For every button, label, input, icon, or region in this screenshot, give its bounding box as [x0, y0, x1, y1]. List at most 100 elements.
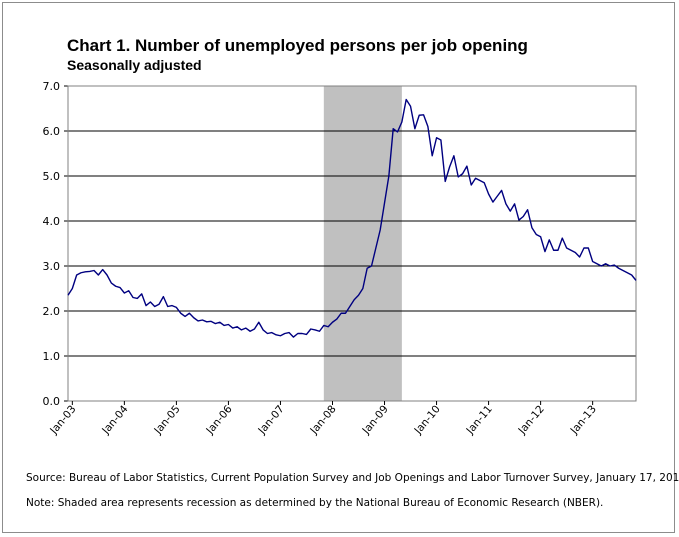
data-point [175, 306, 178, 309]
data-point [565, 247, 568, 250]
data-point [409, 105, 412, 108]
data-point [140, 292, 143, 295]
data-point [71, 287, 74, 290]
data-point [595, 262, 598, 265]
y-tick-label: 3.0 [43, 260, 61, 273]
data-point [110, 282, 113, 285]
data-point [448, 166, 451, 169]
data-point [249, 330, 252, 333]
data-point [392, 127, 395, 130]
data-point [136, 297, 139, 300]
data-point [106, 274, 109, 277]
data-point [127, 289, 130, 292]
data-point [114, 285, 117, 288]
data-point [318, 330, 321, 333]
data-point [119, 286, 122, 289]
x-tick-label: Jan-10 [412, 403, 443, 437]
data-point [374, 247, 377, 250]
data-point [240, 328, 243, 331]
data-point [396, 130, 399, 133]
data-point [556, 249, 559, 252]
x-tick-label: Jan-05 [151, 403, 182, 437]
data-point [600, 265, 603, 268]
data-point [132, 296, 135, 299]
data-point [444, 180, 447, 183]
data-point [517, 219, 520, 222]
data-point [608, 265, 611, 268]
data-point [405, 98, 408, 101]
x-tick-label: Jan-04 [99, 403, 130, 437]
data-point [253, 328, 256, 331]
data-point [383, 202, 386, 205]
data-point [257, 321, 260, 324]
data-point [569, 249, 572, 252]
data-point [331, 321, 334, 324]
recession-shading [323, 86, 402, 401]
x-tick-label: Jan-03 [47, 403, 78, 437]
data-point [344, 312, 347, 315]
data-point [192, 316, 195, 319]
data-point [101, 268, 104, 271]
data-point [158, 303, 161, 306]
data-point [613, 264, 616, 267]
data-point [582, 247, 585, 250]
data-point [361, 287, 364, 290]
data-point [205, 320, 208, 323]
data-point [630, 274, 633, 277]
data-point [522, 215, 525, 218]
data-point [626, 271, 629, 274]
y-tick-label: 7.0 [43, 80, 61, 93]
data-point [413, 127, 416, 130]
chart-title: Chart 1. Number of unemployed persons pe… [67, 36, 528, 55]
data-point [635, 279, 638, 282]
chart-subtitle: Seasonally adjusted [67, 57, 202, 73]
data-point [452, 154, 455, 157]
data-point [292, 336, 295, 339]
y-tick-label: 2.0 [43, 305, 61, 318]
data-point [578, 256, 581, 259]
data-point [266, 332, 269, 335]
data-point [621, 269, 624, 272]
data-point [201, 319, 204, 322]
data-point [283, 332, 286, 335]
data-point [474, 177, 477, 180]
data-point [400, 121, 403, 124]
data-point [457, 175, 460, 178]
x-tick-label: Jan-06 [203, 403, 234, 437]
data-point [214, 322, 217, 325]
data-point [166, 305, 169, 308]
x-tick-label: Jan-11 [464, 403, 495, 437]
data-point [153, 305, 156, 308]
data-point [379, 229, 382, 232]
data-point [483, 181, 486, 184]
data-point [422, 113, 425, 116]
data-point [370, 265, 373, 268]
data-point [93, 269, 96, 272]
data-point [604, 262, 607, 265]
data-point [270, 331, 273, 334]
recession-note: Note: Shaded area represents recession a… [26, 497, 604, 509]
data-point [431, 154, 434, 157]
data-point [548, 238, 551, 241]
data-point [535, 233, 538, 236]
data-point [67, 294, 70, 297]
data-point [145, 304, 148, 307]
data-point [561, 237, 564, 240]
data-point [327, 325, 330, 328]
x-tick-label: Jan-08 [308, 403, 339, 437]
series-line-unemployed-per-opening [67, 98, 637, 338]
data-point [340, 312, 343, 315]
data-point [526, 208, 529, 211]
data-point [617, 267, 620, 270]
data-point [435, 136, 438, 139]
data-point [75, 274, 78, 277]
data-point [236, 325, 239, 328]
data-point [348, 305, 351, 308]
data-point [465, 165, 468, 168]
data-point [197, 319, 200, 322]
data-point [171, 304, 174, 307]
data-point [530, 226, 533, 229]
y-tick-label: 4.0 [43, 215, 61, 228]
data-point [84, 270, 87, 273]
data-point [552, 249, 555, 252]
